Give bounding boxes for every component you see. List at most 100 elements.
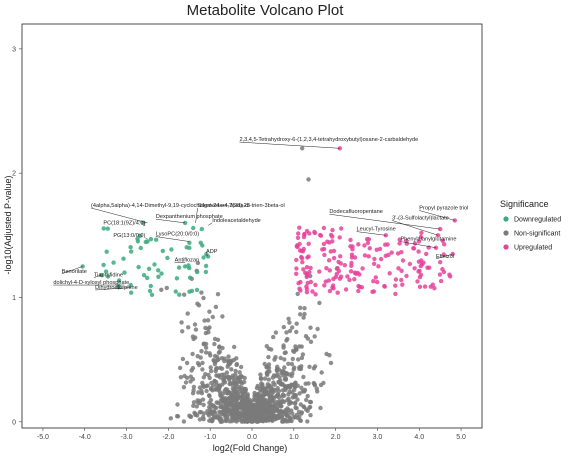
data-point	[174, 276, 180, 281]
data-point	[231, 388, 236, 393]
data-point	[200, 367, 205, 372]
data-point	[194, 287, 200, 293]
data-point	[438, 260, 443, 265]
annotation-label: Benorilate	[62, 269, 87, 275]
data-point	[191, 384, 197, 390]
data-point	[299, 364, 304, 369]
data-point	[283, 408, 288, 413]
annotation-label: ADP	[206, 249, 218, 255]
data-point	[393, 283, 398, 288]
legend-swatch-downregulated	[503, 216, 509, 222]
data-point	[348, 269, 354, 274]
data-point	[360, 266, 365, 271]
data-point	[286, 419, 291, 424]
data-point	[205, 318, 211, 323]
data-point	[281, 419, 286, 424]
data-point	[105, 226, 111, 231]
data-point	[313, 282, 318, 288]
data-point	[121, 256, 126, 261]
data-point	[261, 406, 266, 412]
data-point	[371, 261, 377, 266]
data-point	[207, 393, 212, 399]
data-point	[182, 292, 187, 297]
data-point	[442, 242, 447, 247]
data-point	[265, 417, 271, 423]
data-point	[280, 381, 285, 387]
annotation-label: Stigmasta-4,7(28),25-trien-3beta-ol	[198, 203, 285, 209]
data-point	[188, 374, 193, 379]
data-point	[331, 276, 336, 282]
data-point	[279, 416, 285, 421]
data-point	[242, 406, 247, 411]
data-point	[216, 386, 222, 391]
annotation-label: Phenylalanylglutamine	[400, 237, 456, 243]
data-point	[356, 288, 361, 294]
data-point	[417, 284, 423, 289]
data-point	[225, 407, 230, 412]
annotation-leader	[93, 274, 102, 278]
data-point	[200, 360, 205, 366]
data-point	[137, 233, 143, 238]
data-point	[258, 393, 263, 399]
data-point	[293, 384, 298, 389]
data-point	[262, 376, 268, 381]
data-point	[208, 365, 213, 370]
data-point	[371, 279, 376, 284]
data-point	[190, 351, 195, 357]
data-point	[324, 351, 329, 357]
data-point	[267, 402, 272, 408]
annotation-label: Leucyl-Tyrosine	[357, 227, 396, 233]
data-point	[313, 292, 318, 297]
data-point	[330, 227, 335, 233]
data-point	[349, 252, 355, 257]
data-point	[362, 243, 367, 248]
data-point	[275, 372, 280, 377]
data-point	[229, 367, 234, 372]
data-point	[212, 378, 217, 384]
data-point	[366, 254, 371, 259]
legend: Significance Downregulated Non-significa…	[500, 199, 561, 252]
data-point	[265, 372, 270, 377]
data-point	[305, 419, 310, 424]
data-point	[216, 414, 221, 420]
data-point	[397, 237, 402, 242]
data-point	[214, 366, 219, 371]
data-point	[248, 402, 253, 407]
annotation-leader	[155, 236, 190, 242]
data-point	[399, 277, 404, 283]
y-tick-label: 3	[12, 46, 16, 53]
data-point	[304, 286, 310, 292]
data-point	[215, 292, 221, 297]
data-point	[308, 399, 314, 405]
data-point	[262, 401, 268, 406]
data-point	[281, 324, 286, 330]
data-point	[305, 255, 310, 260]
data-point	[428, 284, 433, 289]
data-point	[271, 387, 276, 392]
data-point	[338, 274, 344, 279]
data-point	[308, 279, 314, 285]
data-point	[328, 232, 334, 238]
data-point	[328, 360, 334, 366]
data-point	[370, 289, 375, 294]
annotation-label: Tiaprofidine	[94, 273, 123, 279]
data-point	[197, 401, 203, 406]
data-point	[393, 277, 399, 282]
data-point	[234, 362, 239, 368]
data-point	[303, 381, 308, 386]
data-point	[281, 343, 286, 348]
data-point	[298, 312, 303, 317]
annotation-leader	[195, 207, 198, 223]
data-point	[349, 260, 354, 266]
annotation-label: Propyl pyrazole triol	[419, 205, 468, 211]
data-point	[302, 306, 307, 311]
data-point	[207, 418, 212, 423]
data-point	[412, 241, 418, 246]
data-points	[80, 146, 457, 424]
data-point	[326, 278, 331, 283]
legend-label-nonsignificant: Non-significant	[514, 231, 560, 238]
y-tick-label: 2	[12, 171, 16, 178]
data-point	[294, 406, 299, 411]
data-point	[293, 380, 298, 385]
data-point	[201, 295, 206, 301]
